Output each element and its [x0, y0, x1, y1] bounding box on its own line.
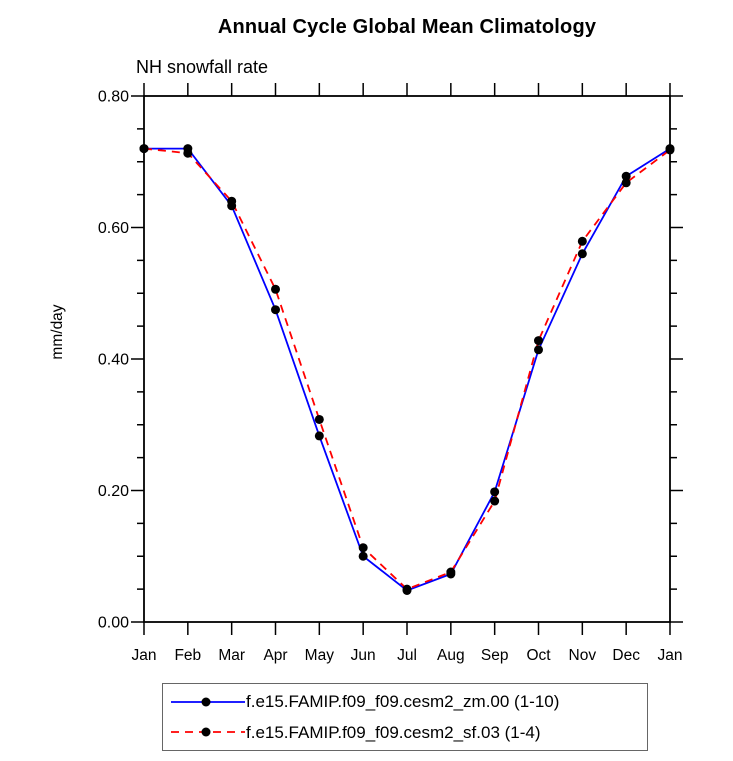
data-point [271, 284, 280, 294]
x-tick-label: Apr [263, 647, 287, 664]
data-point [358, 543, 368, 553]
plot-frame [143, 95, 671, 623]
data-point [446, 567, 456, 577]
data-point [621, 178, 631, 188]
x-tick-label: Nov [569, 647, 597, 664]
legend-marker-dot [201, 697, 211, 707]
data-point [139, 144, 149, 154]
y-tick-label: 0.80 [98, 89, 129, 106]
x-tick-label: Mar [218, 647, 245, 664]
x-tick-label: Jun [351, 647, 376, 664]
x-tick-label: Aug [437, 647, 465, 664]
series-line-1 [144, 147, 671, 592]
data-point [621, 171, 631, 181]
data-point [314, 414, 324, 424]
data-point [577, 249, 587, 259]
data-point [534, 345, 543, 355]
y-tick-label: 0.00 [98, 615, 129, 632]
y-tick-label: 0.60 [98, 220, 129, 237]
data-point [490, 487, 500, 497]
legend-label-sf03: f.e15.FAMIP.f09_f09.cesm2_sf.03 (1-4) [246, 722, 541, 742]
x-tick-label: Dec [612, 647, 640, 664]
y-tick-label: 0.40 [98, 352, 129, 369]
legend-label-zm00: f.e15.FAMIP.f09_f09.cesm2_zm.00 (1-10) [246, 692, 560, 712]
legend: f.e15.FAMIP.f09_f09.cesm2_zm.00 (1-10) f… [162, 683, 648, 751]
data-point [534, 336, 543, 346]
data-point [227, 196, 237, 206]
legend-marker-dot [201, 727, 211, 737]
data-point [358, 551, 368, 561]
x-tick-label: Oct [526, 647, 551, 664]
data-point [402, 584, 412, 594]
data-point [577, 236, 587, 246]
x-tick-label: Jan [658, 647, 683, 664]
x-tick-label: Jan [132, 647, 157, 664]
x-tick-label: Jul [397, 647, 417, 664]
data-point [271, 305, 280, 315]
series-line-2 [143, 147, 671, 591]
chart-subtitle: NH snowfall rate [136, 57, 269, 77]
x-tick-label: Feb [174, 647, 201, 664]
legend-entry-sf03: f.e15.FAMIP.f09_f09.cesm2_sf.03 (1-4) [163, 719, 647, 745]
legend-line-sample-red-dashed [171, 727, 245, 737]
legend-entry-zm00: f.e15.FAMIP.f09_f09.cesm2_zm.00 (1-10) [163, 689, 647, 715]
data-point [665, 145, 675, 155]
data-point [314, 431, 324, 441]
x-tick-label: Sep [481, 647, 509, 664]
x-tick-label: May [305, 647, 335, 664]
data-point [183, 148, 193, 158]
data-point [490, 496, 500, 506]
legend-line-sample-blue-solid [171, 697, 245, 707]
chart-title: Annual Cycle Global Mean Climatology [217, 16, 597, 38]
y-tick-label: 0.20 [98, 483, 129, 500]
